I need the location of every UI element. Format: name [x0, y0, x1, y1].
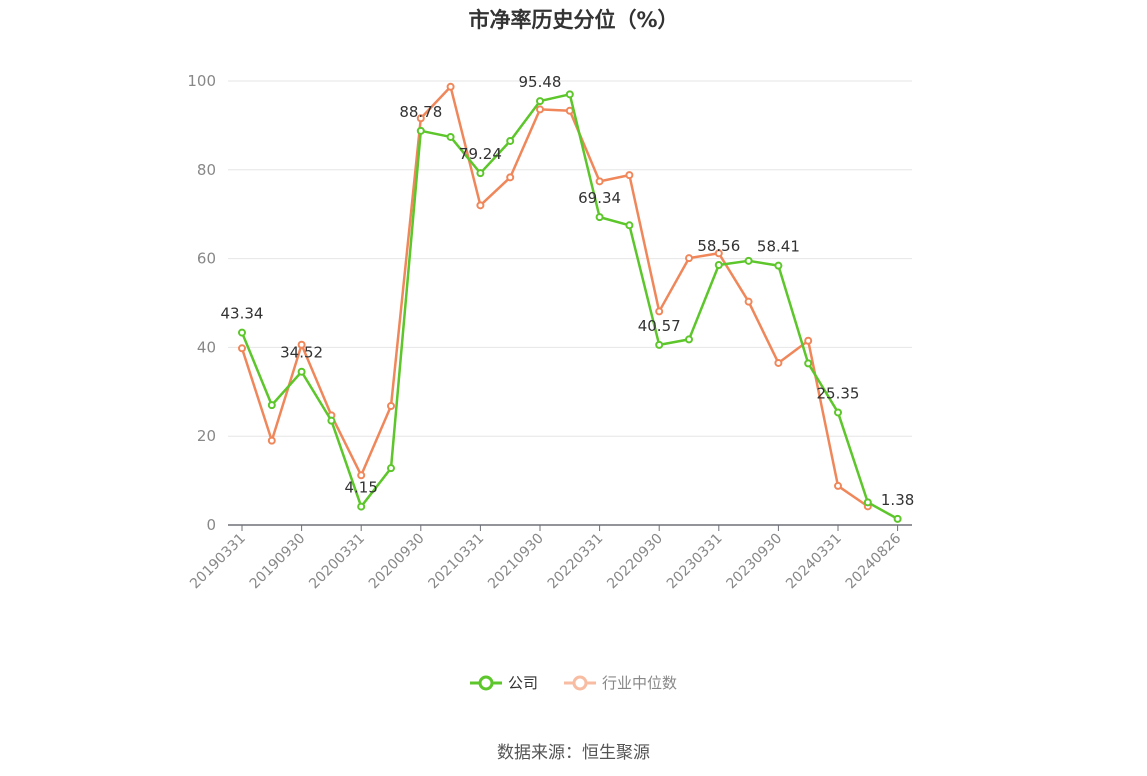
data-point-industry-median	[267, 436, 276, 445]
data-point-industry-median	[297, 340, 306, 349]
y-tick-label: 100	[187, 72, 216, 90]
legend-label-industry-median: 行业中位数	[602, 674, 678, 692]
data-point-company	[655, 340, 664, 349]
data-point-industry-median	[804, 336, 813, 345]
data-point-company	[834, 408, 842, 417]
data-point-industry-median	[744, 297, 753, 306]
data-point-industry-median	[685, 254, 693, 263]
series-line-industry-median	[240, 85, 869, 508]
y-tick-label: 40	[197, 338, 216, 356]
data-point-company	[476, 169, 485, 178]
data-point-industry-median	[565, 106, 574, 115]
x-tick-label: 20190331	[187, 531, 249, 593]
x-tick-label: 20190930	[247, 531, 309, 593]
legend: 公司 行业中位数	[0, 672, 1147, 693]
data-point-company	[506, 136, 515, 145]
x-tick-label: 20200331	[306, 531, 368, 593]
data-point-company	[714, 260, 723, 269]
data-point-industry-median	[714, 249, 723, 258]
legend-item-industry-median[interactable]: 行业中位数	[564, 672, 677, 693]
legend-item-company[interactable]: 公司	[469, 672, 538, 693]
data-point-company	[327, 416, 336, 425]
data-label: 95.48	[519, 73, 562, 91]
data-point-company	[893, 514, 902, 523]
data-point-company	[416, 126, 425, 135]
data-point-company	[744, 256, 753, 265]
y-tick-label: 60	[197, 250, 216, 268]
y-tick-label: 0	[206, 516, 216, 534]
x-tick-label: 20230930	[724, 531, 786, 593]
data-point-industry-median	[387, 402, 395, 411]
data-label: 58.41	[757, 238, 800, 256]
data-point-industry-median	[625, 171, 634, 180]
x-tick-label: 20230331	[664, 531, 726, 593]
data-label: 79.24	[459, 145, 502, 163]
x-tick-label: 20200930	[366, 531, 428, 593]
data-point-company	[595, 213, 604, 222]
data-point-industry-median	[476, 201, 485, 210]
data-point-industry-median	[536, 105, 544, 114]
data-label: 88.78	[399, 103, 442, 121]
data-point-company	[536, 97, 544, 106]
x-tick-label: 20210331	[426, 531, 488, 593]
data-point-company	[565, 90, 574, 99]
data-point-company	[238, 328, 246, 337]
data-point-industry-median	[446, 82, 455, 91]
data-label: 40.57	[638, 317, 681, 335]
x-tick-label: 20240826	[843, 530, 905, 592]
x-tick-label: 20220331	[545, 531, 607, 593]
y-tick-label: 20	[197, 427, 216, 445]
data-point-industry-median	[506, 173, 515, 182]
data-point-company	[685, 335, 693, 344]
legend-marker-company	[469, 675, 502, 690]
data-point-industry-median	[774, 358, 783, 367]
data-point-company	[625, 221, 634, 230]
line-chart: 0 20 40 60 80 100 2019033120190930202003312020…	[187, 72, 914, 593]
data-label: 1.38	[881, 491, 914, 509]
x-tick-label: 20220930	[604, 531, 666, 593]
data-point-company	[387, 464, 395, 473]
data-point-industry-median	[357, 471, 366, 480]
data-point-company	[804, 359, 813, 368]
data-point-company	[774, 261, 783, 270]
source-note: 数据来源：恒生聚源	[497, 743, 650, 763]
data-point-company	[446, 132, 455, 141]
data-point-industry-median	[834, 481, 842, 490]
chart-title: 市净率历史分位（%）	[468, 8, 679, 32]
data-point-company	[267, 401, 276, 410]
y-tick-label: 80	[197, 161, 216, 179]
data-label: 25.35	[817, 384, 860, 402]
data-point-company	[863, 498, 872, 507]
data-point-industry-median	[416, 114, 425, 123]
data-point-company	[357, 502, 366, 511]
data-label: 34.52	[280, 344, 323, 362]
data-point-industry-median	[655, 307, 664, 316]
series-line-company	[240, 93, 899, 520]
legend-marker-industry-median	[564, 675, 596, 690]
data-point-company	[297, 367, 306, 376]
data-point-industry-median	[595, 177, 604, 186]
data-label: 58.56	[697, 237, 740, 255]
legend-label-company: 公司	[507, 674, 538, 692]
data-point-industry-median	[238, 344, 246, 353]
x-tick-label: 20210930	[485, 531, 547, 593]
x-tick-label: 20240331	[783, 531, 845, 593]
data-label: 69.34	[578, 189, 621, 207]
data-label: 4.15	[344, 479, 377, 497]
data-label: 43.34	[221, 305, 264, 323]
